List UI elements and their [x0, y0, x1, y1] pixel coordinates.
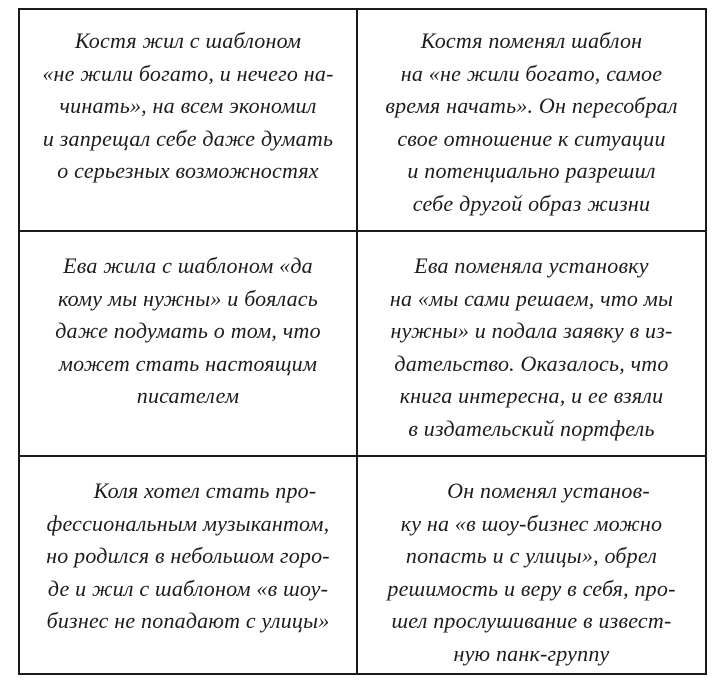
comparison-table: Костя жил с шаблоном «не жили богато, и … [18, 8, 707, 675]
table-cell-row2-after: Ева поменяла установку на «мы сами решае… [358, 232, 705, 457]
table-cell-row1-before: Костя жил с шаблоном «не жили богато, и … [20, 10, 358, 232]
table-cell-row1-after: Костя поменял шаблон на «не жили богато,… [358, 10, 705, 232]
table-cell-row3-before: Коля хотел стать про- фессиональным музы… [20, 457, 358, 673]
table-cell-row2-before: Ева жила с шаблоном «да кому мы нужны» и… [20, 232, 358, 457]
table-cell-row3-after: Он поменял установ- ку на «в шоу-бизнес … [387, 478, 676, 666]
